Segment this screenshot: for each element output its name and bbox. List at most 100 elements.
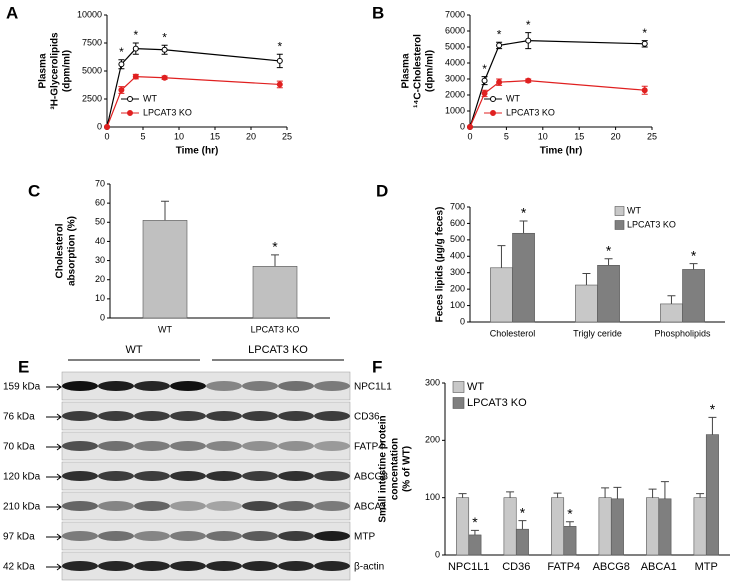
x-tick-label: 25 <box>282 131 292 141</box>
x-tick-label: 0 <box>467 131 472 141</box>
y-axis-label: ³H-Glycerolipids <box>50 32 61 110</box>
legend-swatch <box>614 220 625 230</box>
blot-band <box>278 561 314 571</box>
y-tick-label: 40 <box>95 236 105 246</box>
size-arrow <box>46 503 62 511</box>
protein-label: NPC1L1 <box>354 382 392 393</box>
bar <box>503 497 517 556</box>
x-tick-label: 5 <box>140 131 145 141</box>
y-tick-label: 0 <box>460 121 465 131</box>
bar <box>646 497 660 556</box>
y-tick-label: 200 <box>450 284 465 294</box>
bar <box>598 497 612 556</box>
x-tick-label: Trigly ceride <box>573 328 622 338</box>
size-label: 42 kDa <box>3 562 35 573</box>
blot-band <box>98 411 134 421</box>
x-tick-label: FATP4 <box>547 561 580 573</box>
error-bar <box>565 521 574 527</box>
y-tick-label: 10000 <box>77 9 102 19</box>
y-tick-label: 3000 <box>445 73 465 83</box>
x-tick-label: 0 <box>104 131 109 141</box>
group-label: WT <box>125 344 142 356</box>
x-tick-label: 25 <box>647 131 657 141</box>
blot-band <box>134 441 170 451</box>
x-tick-label: 20 <box>611 131 621 141</box>
blot-band <box>170 561 206 571</box>
x-tick-label: NPC1L1 <box>448 561 490 573</box>
y-axis-label: (dpm/ml) <box>62 50 73 92</box>
legend-label: WT <box>627 205 641 215</box>
y-tick-label: 0 <box>460 316 465 326</box>
y-axis-label: Small intestine protein <box>378 415 389 522</box>
y-tick-label: 20 <box>95 274 105 284</box>
panel-label: F <box>372 357 382 376</box>
blot-band <box>134 561 170 571</box>
legend-label: LPCAT3 KO <box>627 219 676 229</box>
legend-marker <box>490 110 496 116</box>
y-tick-label: 2500 <box>82 93 102 103</box>
blot-band <box>206 441 242 451</box>
y-tick-label: 5000 <box>82 65 102 75</box>
blot-band <box>206 381 242 391</box>
legend-marker <box>490 96 496 102</box>
significance-marker: * <box>482 62 487 76</box>
error-bar <box>613 486 622 499</box>
y-axis-label: (dpm/ml) <box>425 50 436 92</box>
bar <box>575 284 598 323</box>
y-axis-label: Feces lipids (µg/g feces) <box>435 207 446 323</box>
blot-band <box>98 501 134 511</box>
size-label: 70 kDa <box>3 442 35 453</box>
y-tick-label: 500 <box>450 234 465 244</box>
point <box>481 77 488 84</box>
point <box>641 87 648 94</box>
bar <box>658 498 672 556</box>
size-arrow <box>46 443 62 451</box>
blot-band <box>314 471 350 481</box>
y-tick-label: 100 <box>425 492 440 502</box>
significance-marker: * <box>642 26 647 40</box>
blot-band <box>134 531 170 541</box>
bar <box>551 497 565 556</box>
protein-label: ABCG8 <box>354 472 388 483</box>
y-tick-label: 300 <box>450 267 465 277</box>
significance-marker: * <box>133 28 138 42</box>
error-bar <box>470 529 479 535</box>
legend-label: LPCAT3 KO <box>143 107 192 117</box>
panel-label: D <box>376 181 388 200</box>
size-label: 120 kDa <box>3 472 41 483</box>
y-tick-label: 70 <box>95 178 105 188</box>
x-tick-label: 15 <box>210 131 220 141</box>
point <box>496 42 503 49</box>
y-tick-label: 6000 <box>445 25 465 35</box>
blot-band <box>278 501 314 511</box>
significance-marker: * <box>521 205 527 221</box>
blot-band <box>314 501 350 511</box>
error-bar <box>497 245 506 268</box>
error-bar <box>518 520 527 530</box>
x-tick-label: 15 <box>574 131 584 141</box>
x-tick-label: 10 <box>538 131 548 141</box>
point <box>132 45 139 52</box>
blot-band <box>62 561 98 571</box>
error-bar <box>708 416 717 435</box>
point <box>132 73 139 80</box>
point <box>118 87 125 94</box>
x-tick-label: Cholesterol <box>490 328 536 338</box>
significance-marker: * <box>691 247 697 263</box>
blot-band <box>170 531 206 541</box>
size-arrow <box>46 563 62 571</box>
blot-band <box>314 411 350 421</box>
point <box>118 61 125 68</box>
blot-band <box>170 411 206 421</box>
legend-marker <box>127 96 133 102</box>
bar <box>512 232 535 323</box>
size-label: 210 kDa <box>3 502 41 513</box>
point <box>104 124 110 130</box>
significance-marker: * <box>119 45 124 59</box>
size-label: 159 kDa <box>3 382 41 393</box>
blot-band <box>62 501 98 511</box>
blot-band <box>62 471 98 481</box>
blot-band <box>242 501 278 511</box>
blot-band <box>242 471 278 481</box>
legend-marker <box>127 110 133 116</box>
